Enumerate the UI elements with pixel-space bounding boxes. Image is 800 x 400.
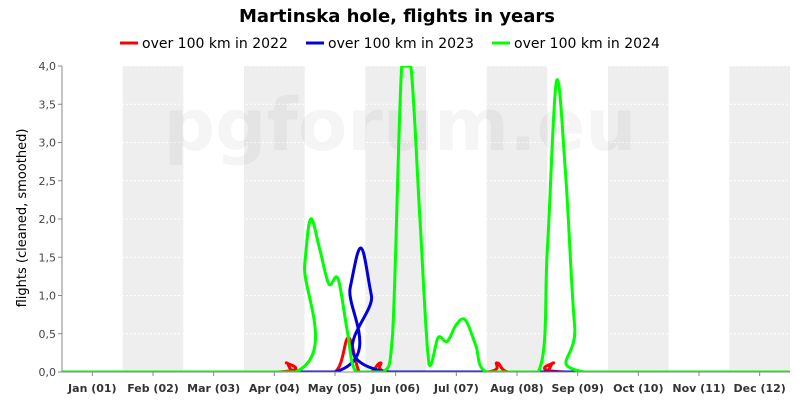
legend-label: over 100 km in 2022 [142,36,288,52]
legend-label: over 100 km in 2023 [328,36,474,52]
y-tick-label: 0,0 [39,366,57,379]
chart-title: Martinska hole, flights in years [239,6,555,27]
x-tick-label: Aug (08) [490,382,543,395]
x-tick-label: Jul (07) [433,382,479,395]
x-tick-label: Nov (11) [672,382,725,395]
legend-item-1: over 100 km in 2022 [120,36,288,52]
series-line-1 [62,336,790,372]
y-tick-label: 3,5 [39,98,57,111]
x-tick-label: Jun (06) [370,382,420,395]
legend-item-2: over 100 km in 2023 [306,36,474,52]
x-tick-label: Apr (04) [249,382,300,395]
x-tick-label: May (05) [308,382,362,395]
y-tick-label: 2,5 [39,175,57,188]
y-tick-label: 2,0 [39,213,57,226]
month-band [486,66,548,372]
x-tick-label: Feb (02) [127,382,179,395]
x-tick-label: Oct (10) [613,382,663,395]
legend: over 100 km in 2022 over 100 km in 2023 ov… [120,36,660,52]
y-tick-label: 4,0 [39,60,57,73]
y-tick-label: 1,5 [39,251,57,264]
series-line-2 [62,246,790,372]
y-axis-label: flights (cleaned, smoothed) [15,129,30,308]
x-tick-label: Mar (03) [187,382,240,395]
legend-label: over 100 km in 2024 [514,36,660,52]
legend-item-3: over 100 km in 2024 [492,36,660,52]
plot-background [62,65,790,373]
x-tick-label: Dec (12) [734,382,786,395]
y-tick-label: 1,0 [39,290,57,303]
y-tick-label: 3,0 [39,137,57,150]
x-tick-label: Sep (09) [551,382,603,395]
x-tick-label: Jan (01) [67,382,117,395]
axes: 0,0 0,5 1,0 1,5 2,0 2,5 3,0 3,5 4,0 Jan (01) Feb (… [39,60,790,395]
month-band [122,66,184,372]
series-line-3 [62,66,790,372]
y-tick-label: 0,5 [39,328,57,341]
series-layer [62,66,790,372]
